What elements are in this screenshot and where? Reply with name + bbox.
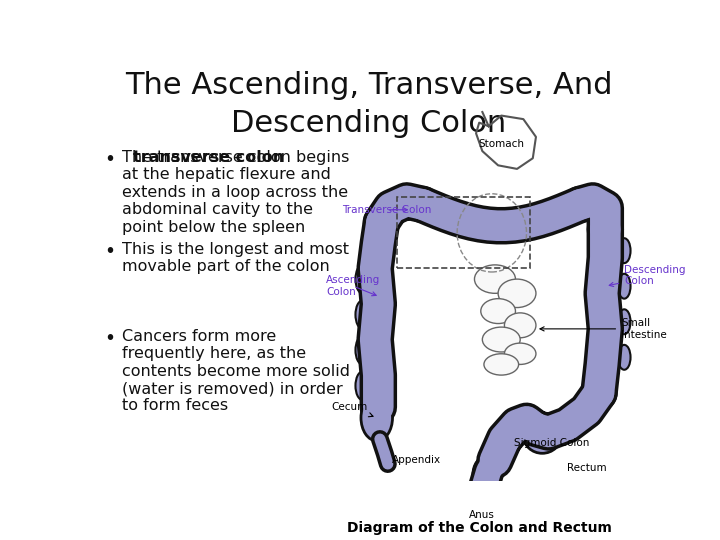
Ellipse shape — [484, 354, 518, 375]
Ellipse shape — [482, 327, 520, 352]
Ellipse shape — [356, 336, 369, 364]
Text: Rectum: Rectum — [567, 463, 607, 472]
Ellipse shape — [618, 309, 631, 334]
Text: •: • — [104, 150, 115, 169]
Ellipse shape — [361, 395, 392, 441]
Ellipse shape — [498, 279, 536, 308]
Text: Appendix: Appendix — [392, 455, 441, 465]
Ellipse shape — [523, 418, 561, 453]
Text: Small
Intestine: Small Intestine — [540, 318, 667, 340]
Text: The transverse colon begins
at the hepatic flexure and
extends in a loop across : The transverse colon begins at the hepat… — [122, 150, 349, 235]
Text: Anus: Anus — [469, 510, 495, 520]
Bar — [397, 197, 530, 268]
Ellipse shape — [473, 457, 498, 492]
Ellipse shape — [356, 265, 369, 293]
Text: Cancers form more
frequently here, as the
contents become more solid
(water is r: Cancers form more frequently here, as th… — [122, 329, 350, 414]
Ellipse shape — [618, 238, 631, 263]
Text: •: • — [104, 329, 115, 348]
Text: The Ascending, Transverse, And
Descending Colon: The Ascending, Transverse, And Descendin… — [125, 71, 613, 138]
Text: Ascending
Colon: Ascending Colon — [326, 275, 381, 297]
Ellipse shape — [505, 313, 536, 338]
Text: Descending
Colon: Descending Colon — [609, 265, 685, 287]
Ellipse shape — [618, 345, 631, 370]
Text: Stomach: Stomach — [478, 139, 524, 149]
Text: Transverse Colon: Transverse Colon — [342, 205, 431, 215]
Ellipse shape — [476, 492, 489, 507]
Ellipse shape — [474, 265, 516, 293]
Ellipse shape — [356, 372, 369, 400]
Text: transverse colon: transverse colon — [133, 150, 284, 165]
Ellipse shape — [481, 299, 516, 323]
Text: •: • — [104, 241, 115, 260]
Ellipse shape — [356, 300, 369, 329]
Ellipse shape — [505, 343, 536, 364]
Text: Diagram of the Colon and Rectum: Diagram of the Colon and Rectum — [347, 521, 612, 535]
Text: This is the longest and most
movable part of the colon: This is the longest and most movable par… — [122, 241, 348, 274]
Ellipse shape — [618, 274, 631, 299]
Text: Sigmoid Colon: Sigmoid Colon — [514, 437, 590, 448]
Text: Cecum: Cecum — [331, 402, 373, 417]
